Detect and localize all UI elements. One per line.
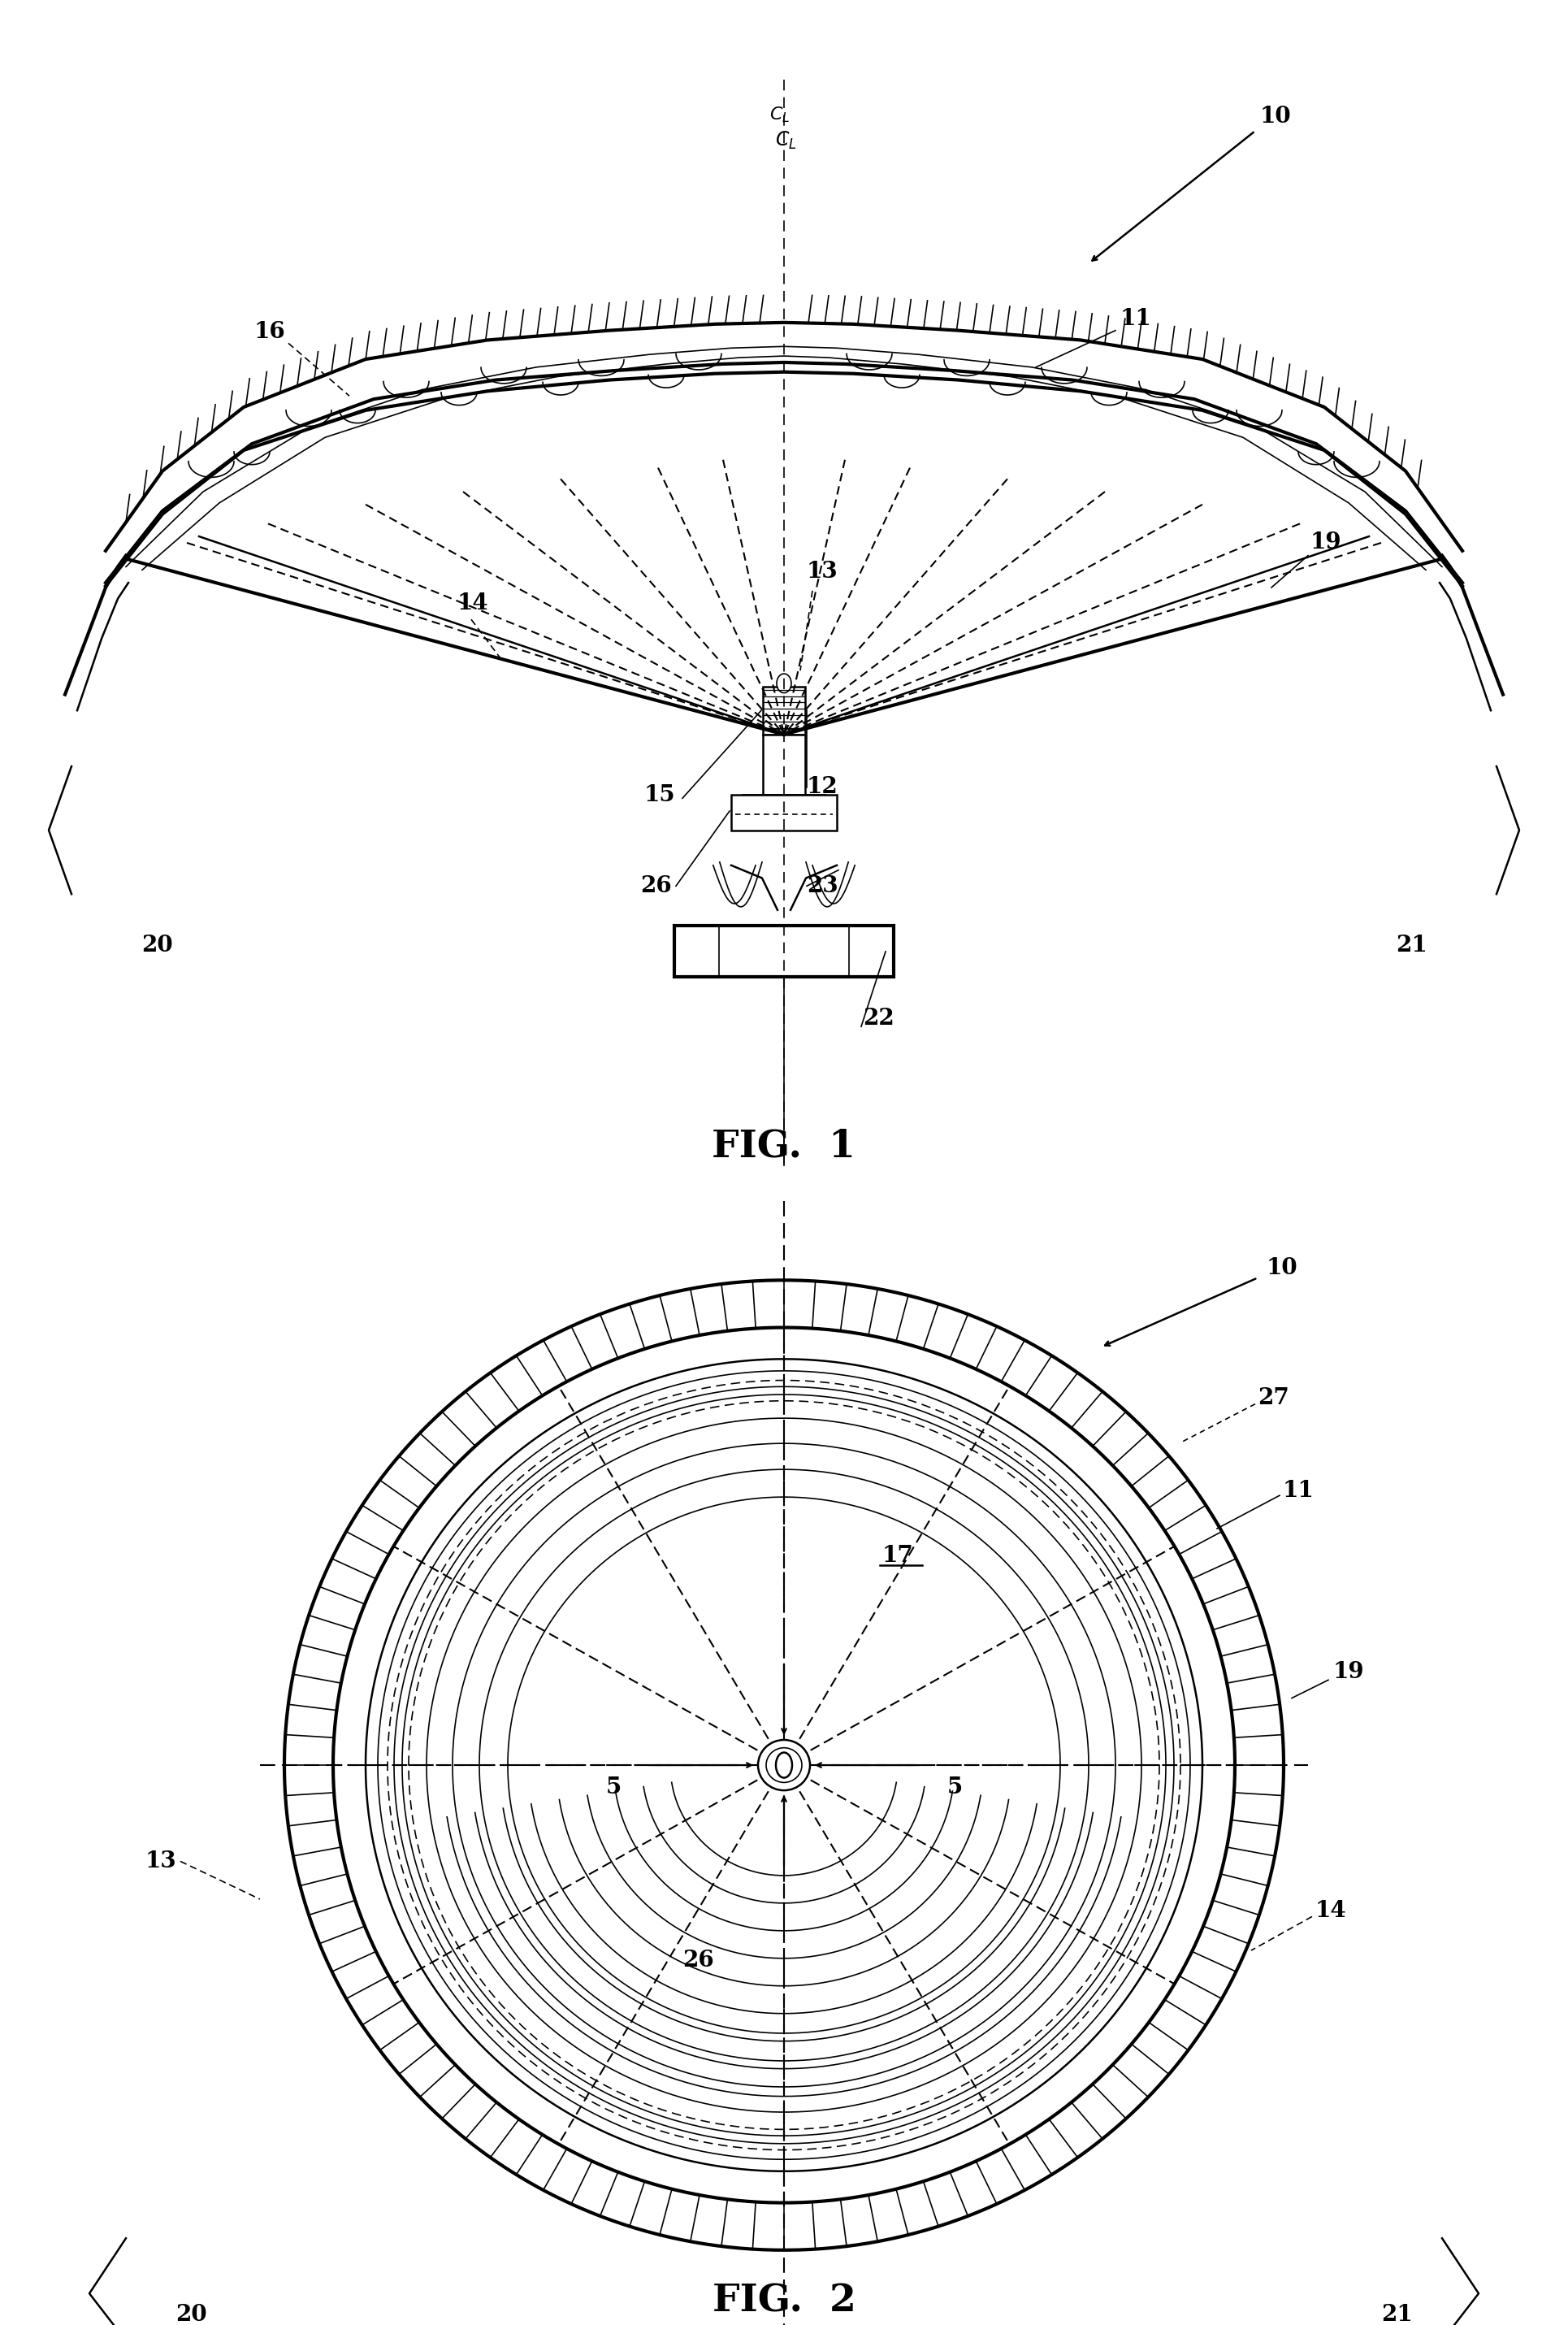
Text: 22: 22 [864,1007,895,1030]
Text: FIG.  1: FIG. 1 [712,1128,856,1165]
Text: 19: 19 [1311,532,1342,553]
Text: 12: 12 [806,777,837,797]
Text: 10: 10 [1259,105,1290,128]
Text: 20: 20 [176,2304,207,2325]
Text: 17: 17 [881,1546,914,1567]
Text: 16: 16 [254,321,285,344]
Text: 5: 5 [947,1776,963,1797]
Text: 11: 11 [1283,1479,1314,1502]
Text: 14: 14 [1316,1900,1347,1923]
Text: 21: 21 [1396,935,1428,956]
Text: 15: 15 [644,784,676,807]
Text: $C_L$: $C_L$ [775,130,797,151]
Ellipse shape [776,1753,792,1779]
Bar [764,686,804,735]
Circle shape [757,1739,811,1790]
Text: 13: 13 [806,560,837,584]
Text: 5: 5 [605,1776,621,1797]
Text: 14: 14 [458,593,489,614]
Text: FIG.  2: FIG. 2 [712,2283,856,2320]
Ellipse shape [776,674,792,693]
Text: 19: 19 [1333,1660,1364,1683]
Text: $C_L$: $C_L$ [770,105,790,126]
Text: 11: 11 [1120,309,1151,330]
Text: 10: 10 [1267,1258,1298,1279]
Text: 13: 13 [146,1851,177,1872]
Circle shape [767,1748,801,1783]
Text: 26: 26 [641,874,673,897]
Text: 21: 21 [1381,2304,1413,2325]
Bar [764,735,804,795]
Text: 20: 20 [141,935,172,956]
Text: 27: 27 [1258,1388,1289,1409]
Text: 23: 23 [806,874,837,897]
Bar [731,795,837,830]
Text: 26: 26 [684,1951,715,1972]
Bar [674,925,894,976]
